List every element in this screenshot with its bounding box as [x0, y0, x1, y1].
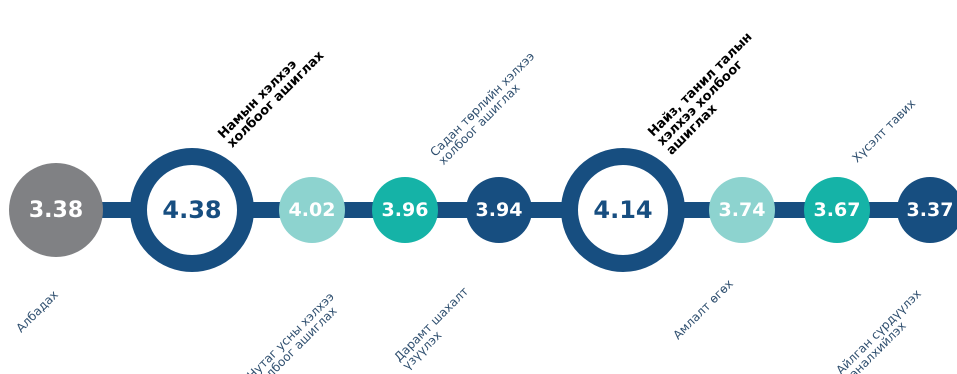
node-khuselt: 3.67 [804, 177, 870, 243]
label-line: Албадах [13, 287, 61, 336]
label-khuselt: Хүсэлт тавих [849, 96, 919, 166]
label-line: Хүсэлт тавих [849, 96, 919, 166]
label-line: заналхийлэх [841, 318, 909, 374]
node-daramt: 3.94 [466, 177, 532, 243]
label-sadan: Садан төрлийн хэлхээ холбоог ашиглах [427, 49, 545, 168]
node-amlalt: 3.74 [709, 177, 775, 243]
node-value: 3.96 [381, 199, 429, 221]
node-nam: 4.38 [130, 148, 254, 272]
node-nutag: 4.02 [279, 177, 345, 243]
node-value: 3.94 [475, 199, 523, 221]
label-line: холбоог ашиглах [224, 48, 328, 152]
label-line: холбоог ашиглах [435, 80, 523, 168]
node-value: 4.38 [162, 196, 222, 224]
node-value: 3.74 [718, 199, 766, 221]
label-line: Намын хэлхээ [215, 57, 301, 142]
node-value: 3.37 [906, 199, 954, 221]
node-naiz: 4.14 [561, 148, 685, 272]
label-line: хэлхээ холбоог [654, 57, 747, 150]
label-line: Садан төрлийн хэлхээ [427, 49, 538, 160]
node-value: 4.14 [593, 196, 653, 224]
node-ailgan: 3.37 [897, 177, 957, 243]
label-albadakh: Албадах [13, 287, 61, 336]
label-line: Амлалт өгөх [670, 276, 736, 343]
label-line: Дарамт шахалт [391, 284, 472, 365]
label-nutag: Нутаг усны хэлхээ холбоог ашиглах [244, 290, 345, 374]
node-value: 3.67 [813, 199, 861, 221]
node-value: 3.38 [28, 197, 84, 223]
label-line: Айлган сүрдүүлэх [833, 286, 924, 374]
label-amlalt: Амлалт өгөх [670, 276, 736, 343]
label-ailgan: Айлган сүрдүүлэх заналхийлэх [833, 286, 932, 374]
label-naiz: Найз, танил талын хэлхээ холбоог ашиглах [645, 30, 773, 159]
node-sadan: 3.96 [372, 177, 438, 243]
node-value: 4.02 [288, 199, 336, 221]
label-nam: Намын хэлхээ холбоог ашиглах [215, 40, 328, 152]
label-daramt: Дарамт шахалт үзүүлэх [391, 284, 479, 372]
node-albadakh: 3.38 [9, 163, 103, 257]
